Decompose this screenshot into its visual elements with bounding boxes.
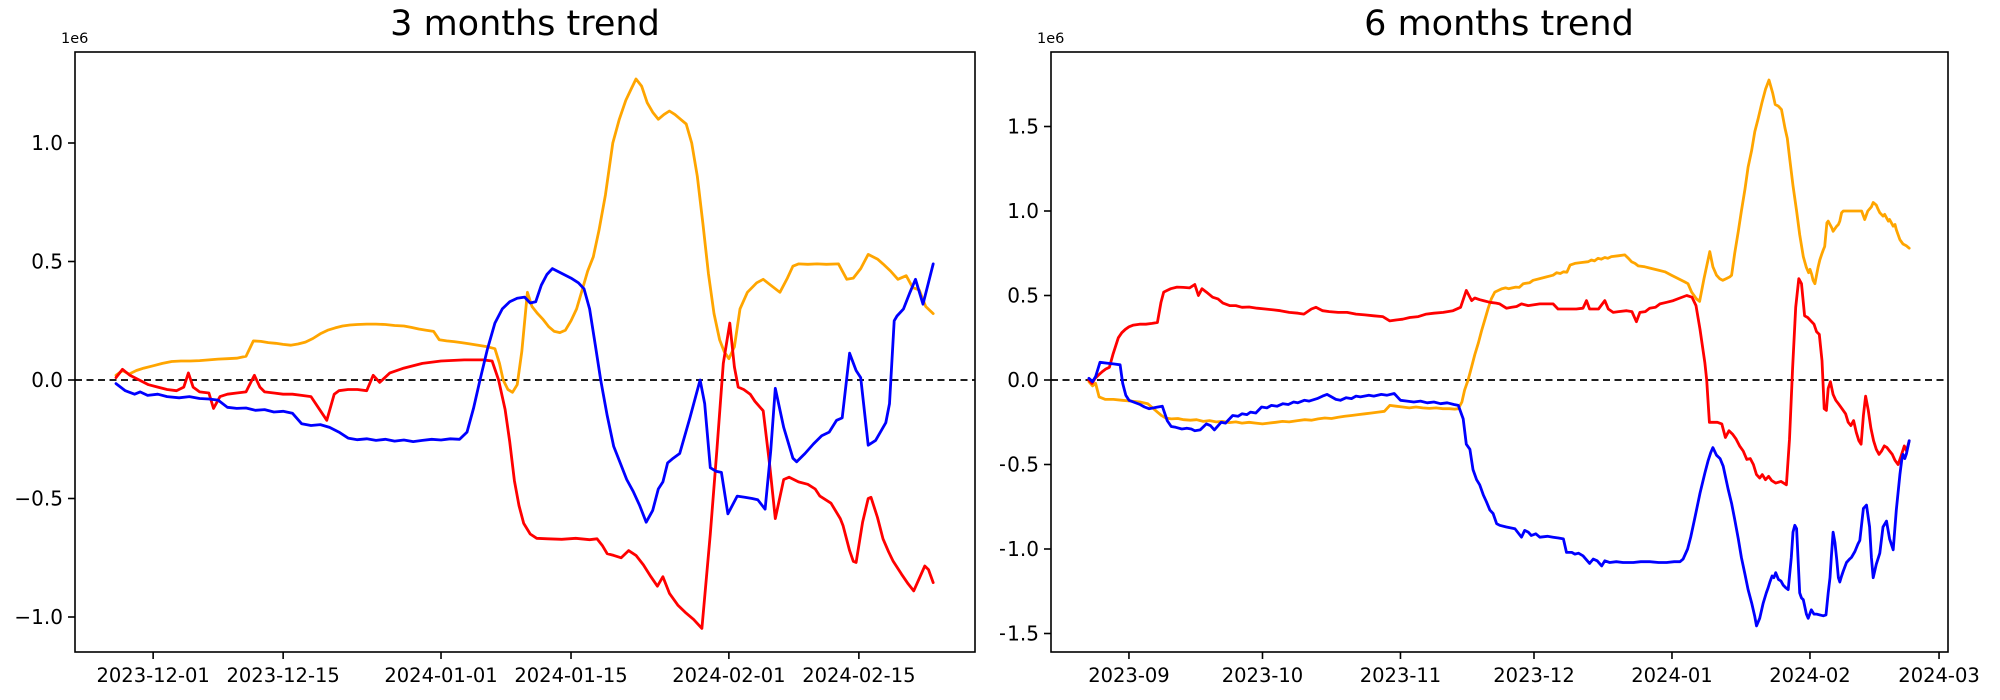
x-tick-label: 2024-03 <box>1898 664 1979 687</box>
y-tick-label: 0.0 <box>31 368 63 392</box>
orange-series-line <box>114 77 935 394</box>
x-tick-label: 2024-01 <box>1631 664 1712 687</box>
plot-border <box>74 51 976 653</box>
y-tick-label: 1.0 <box>31 131 63 155</box>
orange-series-line <box>1087 78 1911 426</box>
six-months-trend-chart: 1e6 1.5 1.0 0.5 0.0 −0.5 −1.0 −1.5 2023-09 2023-1… <box>1000 31 1980 687</box>
y-tick-label: 0.0 <box>1007 368 1039 392</box>
y-tick-label: −1.0 <box>1000 537 1039 561</box>
y-tick-label: −1.5 <box>1000 622 1039 646</box>
y-tick-label: 0.5 <box>1007 284 1039 308</box>
left-chart-title: 3 months trend <box>390 4 660 44</box>
red-series-line <box>1087 277 1911 487</box>
plot-border <box>1050 51 1949 653</box>
x-tick-label: 2023-09 <box>1088 664 1169 687</box>
red-series-line <box>114 321 935 630</box>
x-tick-label: 2024-02 <box>1769 664 1850 687</box>
x-tick-label: 2024-02-01 <box>672 664 785 687</box>
x-tick-label: 2024-02-15 <box>802 664 915 687</box>
x-tick-label: 2023-12-15 <box>226 664 339 687</box>
x-tick-label: 2024-01-15 <box>514 664 627 687</box>
y-tick-label: −0.5 <box>1000 453 1039 477</box>
three-months-trend-chart: 1e6 1.0 0.5 0.0 −0.5 −1.0 2023-12-01 2023-12-15… <box>14 31 976 687</box>
x-tick-label: 2023-12 <box>1493 664 1574 687</box>
blue-series-line <box>114 262 935 524</box>
y-tick-label: 0.5 <box>31 250 63 274</box>
right-chart-title: 6 months trend <box>1364 4 1634 44</box>
x-tick-label: 2023-10 <box>1222 664 1303 687</box>
y-axis-offset-label: 1e6 <box>61 31 88 47</box>
y-axis-offset-label: 1e6 <box>1037 31 1064 47</box>
x-tick-label: 2023-12-01 <box>96 664 209 687</box>
blue-series-line <box>1087 360 1911 628</box>
y-tick-label: −0.5 <box>14 487 63 511</box>
y-tick-label: −1.0 <box>14 605 63 629</box>
y-tick-label: 1.0 <box>1007 199 1039 223</box>
x-tick-label: 2023-11 <box>1360 664 1441 687</box>
x-tick-label: 2024-01-01 <box>384 664 497 687</box>
y-tick-label: 1.5 <box>1007 115 1039 139</box>
